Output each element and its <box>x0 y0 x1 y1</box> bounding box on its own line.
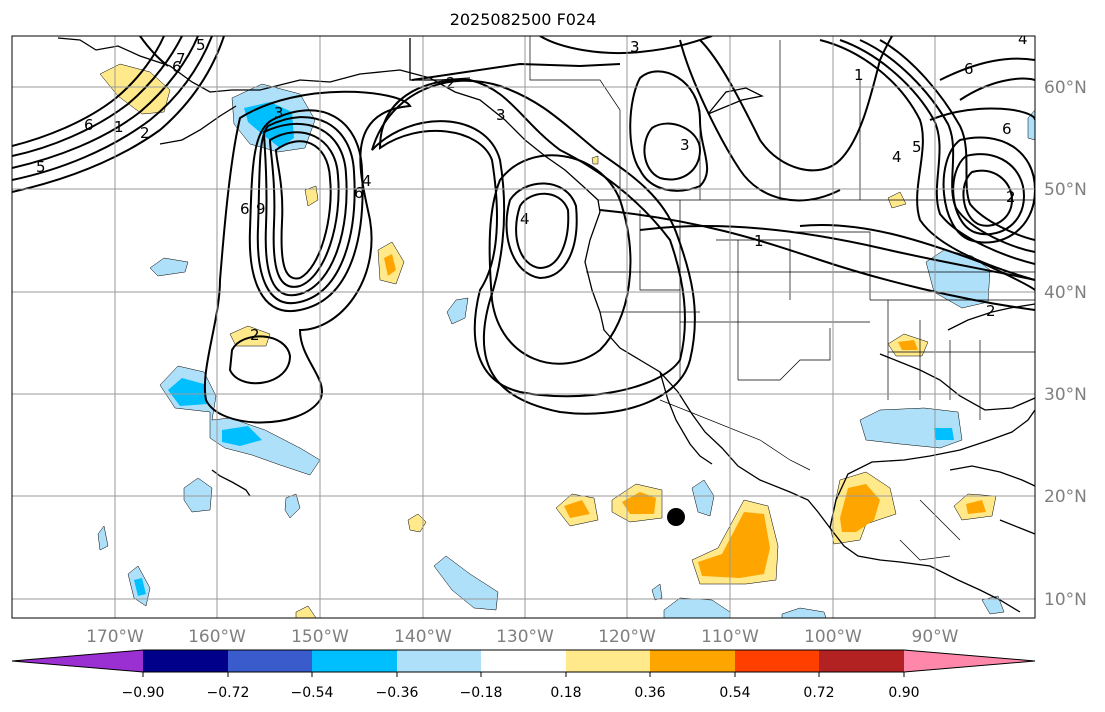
negative-anomaly-area <box>97 525 109 551</box>
contour-label: 6 <box>964 60 974 78</box>
negative-anomaly-area <box>183 477 213 513</box>
positive-anomaly-core <box>384 254 396 276</box>
positive-anomaly-area <box>295 605 317 618</box>
contour-label: 6 <box>240 200 250 218</box>
contour-label: 4 <box>1018 30 1028 48</box>
contour-label: 2 <box>446 74 456 92</box>
colorbar-tick-label: 0.18 <box>550 685 581 701</box>
longitude-label: 150°W <box>291 627 349 647</box>
graticule <box>12 36 1035 618</box>
longitude-label: 140°W <box>394 627 452 647</box>
longitude-label: 160°W <box>188 627 246 647</box>
contour-label: 7 <box>176 50 186 68</box>
colorbar: −0.90 −0.72 −0.54 −0.36 −0.18 0.18 0.36 … <box>11 649 1036 701</box>
colorbar-tick-label: −0.18 <box>460 685 503 701</box>
contour-label: 6 <box>1002 120 1012 138</box>
colorbar-tick-label: 0.54 <box>719 685 750 701</box>
latitude-label: 10°N <box>1044 590 1087 610</box>
negative-anomaly-core <box>222 426 262 446</box>
negative-anomaly-core <box>168 378 208 406</box>
longitude-axis: 170°W 160°W 150°W 140°W 130°W 120°W 110°… <box>86 627 959 647</box>
colorbar-segment <box>819 650 904 672</box>
negative-anomaly-area <box>981 595 1005 615</box>
positive-anomaly-core <box>564 500 590 518</box>
contour-label: 3 <box>630 38 640 56</box>
positive-anomaly-area <box>304 185 319 207</box>
colorbar-tick-label: 0.72 <box>803 685 834 701</box>
contour-label: 1 <box>754 232 764 250</box>
colorbar-tick-label: −0.54 <box>291 685 334 701</box>
latitude-label: 30°N <box>1044 385 1087 405</box>
latitude-label: 20°N <box>1044 487 1087 507</box>
negative-anomaly-area <box>781 607 827 618</box>
contour-label: 6 <box>84 116 94 134</box>
colorbar-segment <box>143 650 228 672</box>
contour-label: 6 <box>172 58 182 76</box>
negative-anomaly-core <box>934 428 954 440</box>
contour-label: 5 <box>36 158 46 176</box>
longitude-label: 130°W <box>496 627 554 647</box>
colorbar-ticks <box>142 672 905 677</box>
colorbar-segment <box>397 650 481 672</box>
negative-anomaly-area <box>149 257 189 277</box>
latitude-axis: 60°N 50°N 40°N 30°N 20°N 10°N <box>1044 78 1087 610</box>
contour-label: 9 <box>256 200 266 218</box>
contour-label: 5 <box>912 138 922 156</box>
contour-label: 6 <box>354 184 364 202</box>
colorbar-segment <box>735 650 819 672</box>
latitude-label: 40°N <box>1044 283 1087 303</box>
colorbar-tick-label: 0.36 <box>634 685 665 701</box>
colorbar-tick-label: 0.90 <box>888 685 919 701</box>
negative-anomaly-area <box>446 297 469 325</box>
negative-anomaly-area <box>284 493 301 519</box>
longitude-label: 100°W <box>804 627 862 647</box>
storm-position-marker <box>667 508 685 526</box>
contour-label: 4 <box>362 172 372 190</box>
colorbar-segment <box>650 650 735 672</box>
positive-anomaly-core <box>622 492 656 514</box>
colorbar-segment <box>228 650 312 672</box>
contour-label: 3 <box>496 106 506 124</box>
contour-label: 2 <box>1006 188 1016 206</box>
contour-label: 2 <box>986 302 996 320</box>
colorbar-segment <box>566 650 650 672</box>
latitude-label: 50°N <box>1044 180 1087 200</box>
contour-label: 1 <box>854 66 864 84</box>
positive-anomaly-core <box>966 500 986 514</box>
contour-value-labels: 3 2 6 1 2 6 5 7 5 2 6 3 9 6 4 3 4 1 2 6 <box>36 30 1028 344</box>
contour-label: 4 <box>892 148 902 166</box>
chart-title: 2025082500 F024 <box>450 10 597 29</box>
contour-label: 5 <box>196 36 206 54</box>
longitude-label: 170°W <box>86 627 144 647</box>
negative-anomaly-area <box>651 583 663 601</box>
longitude-label: 120°W <box>598 627 656 647</box>
latitude-label: 60°N <box>1044 78 1087 98</box>
colorbar-segment <box>12 650 143 672</box>
map-panel: 3 2 6 1 2 6 5 7 5 2 6 3 9 6 4 3 4 1 2 6 <box>11 30 1036 619</box>
colorbar-tick-label: −0.72 <box>207 685 250 701</box>
contour-label: 3 <box>274 104 284 122</box>
colorbar-segment <box>481 650 566 672</box>
longitude-label: 110°W <box>701 627 759 647</box>
colorbar-segment <box>312 650 397 672</box>
contour-label: 2 <box>140 124 150 142</box>
negative-anomaly-area <box>433 555 499 611</box>
colorbar-tick-label: −0.90 <box>122 685 165 701</box>
colorbar-tick-label: −0.36 <box>376 685 419 701</box>
positive-anomaly-area <box>591 155 599 165</box>
negative-anomaly-core <box>134 578 146 596</box>
contour-label: 1 <box>114 118 124 136</box>
map-background <box>12 36 1035 618</box>
positive-anomaly-core <box>898 340 918 350</box>
colorbar-segment <box>904 650 1035 672</box>
positive-anomaly-core <box>698 512 770 578</box>
negative-anomaly-area <box>691 479 715 517</box>
map-border <box>11 35 1036 619</box>
contour-label: 3 <box>680 136 690 154</box>
political-borders <box>529 36 1035 561</box>
longitude-label: 90°W <box>912 627 959 647</box>
contour-label: 2 <box>250 326 260 344</box>
